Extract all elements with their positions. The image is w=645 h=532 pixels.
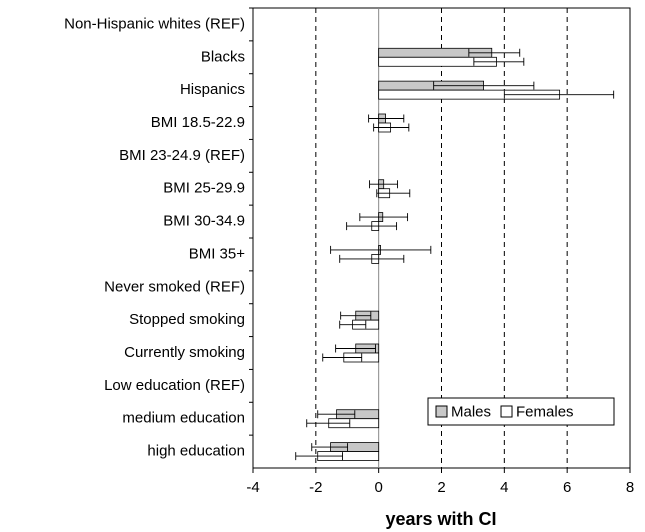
- error-bar: [368, 114, 405, 123]
- x-tick-label: 0: [374, 479, 382, 496]
- error-bar: [433, 81, 535, 90]
- y-tick-label: Hispanics: [180, 81, 245, 98]
- error-bar: [359, 213, 409, 222]
- y-tick-label: Stopped smoking: [129, 311, 245, 328]
- y-tick-label: Never smoked (REF): [104, 278, 245, 295]
- y-tick-label: BMI 23-24.9 (REF): [119, 147, 245, 164]
- error-bar: [373, 123, 410, 132]
- legend-box: [427, 397, 615, 426]
- x-tick-label: -4: [246, 479, 259, 496]
- x-tick-label: 4: [500, 479, 508, 496]
- x-tick-label: 6: [563, 479, 571, 496]
- y-tick-label: high education: [147, 443, 245, 460]
- error-bar: [340, 311, 372, 320]
- x-tick-label: -2: [309, 479, 322, 496]
- x-axis-label: years with CI: [385, 509, 496, 529]
- error-bar: [473, 57, 525, 66]
- y-tick-label: BMI 18.5-22.9: [151, 114, 245, 131]
- error-bar: [339, 254, 405, 263]
- legend-label: Males: [451, 403, 491, 420]
- legend-label: Females: [516, 403, 574, 420]
- error-bar: [335, 344, 376, 353]
- x-tick-label: 2: [437, 479, 445, 496]
- y-tick-label: medium education: [122, 410, 245, 427]
- error-bar: [295, 452, 343, 461]
- legend-swatch: [500, 405, 513, 418]
- legend-swatch: [435, 405, 448, 418]
- error-bar: [330, 245, 432, 254]
- y-tick-label: BMI 25-29.9: [163, 180, 245, 197]
- error-bar: [369, 180, 398, 189]
- y-tick-label: BMI 30-34.9: [163, 213, 245, 230]
- error-bar: [317, 410, 356, 419]
- error-bar: [322, 353, 363, 362]
- x-tick-label: 8: [626, 479, 634, 496]
- error-bar: [346, 222, 398, 231]
- y-tick-label: BMI 35+: [189, 245, 246, 262]
- error-bar: [376, 189, 411, 198]
- y-tick-label: Low education (REF): [104, 377, 245, 394]
- error-bar: [339, 320, 367, 329]
- y-tick-label: Blacks: [201, 48, 245, 65]
- y-tick-label: Currently smoking: [124, 344, 245, 361]
- error-bar: [503, 90, 615, 99]
- y-tick-label: Non-Hispanic whites (REF): [64, 15, 245, 32]
- error-bar: [306, 419, 351, 428]
- error-bar: [468, 48, 521, 57]
- error-bar: [311, 443, 349, 452]
